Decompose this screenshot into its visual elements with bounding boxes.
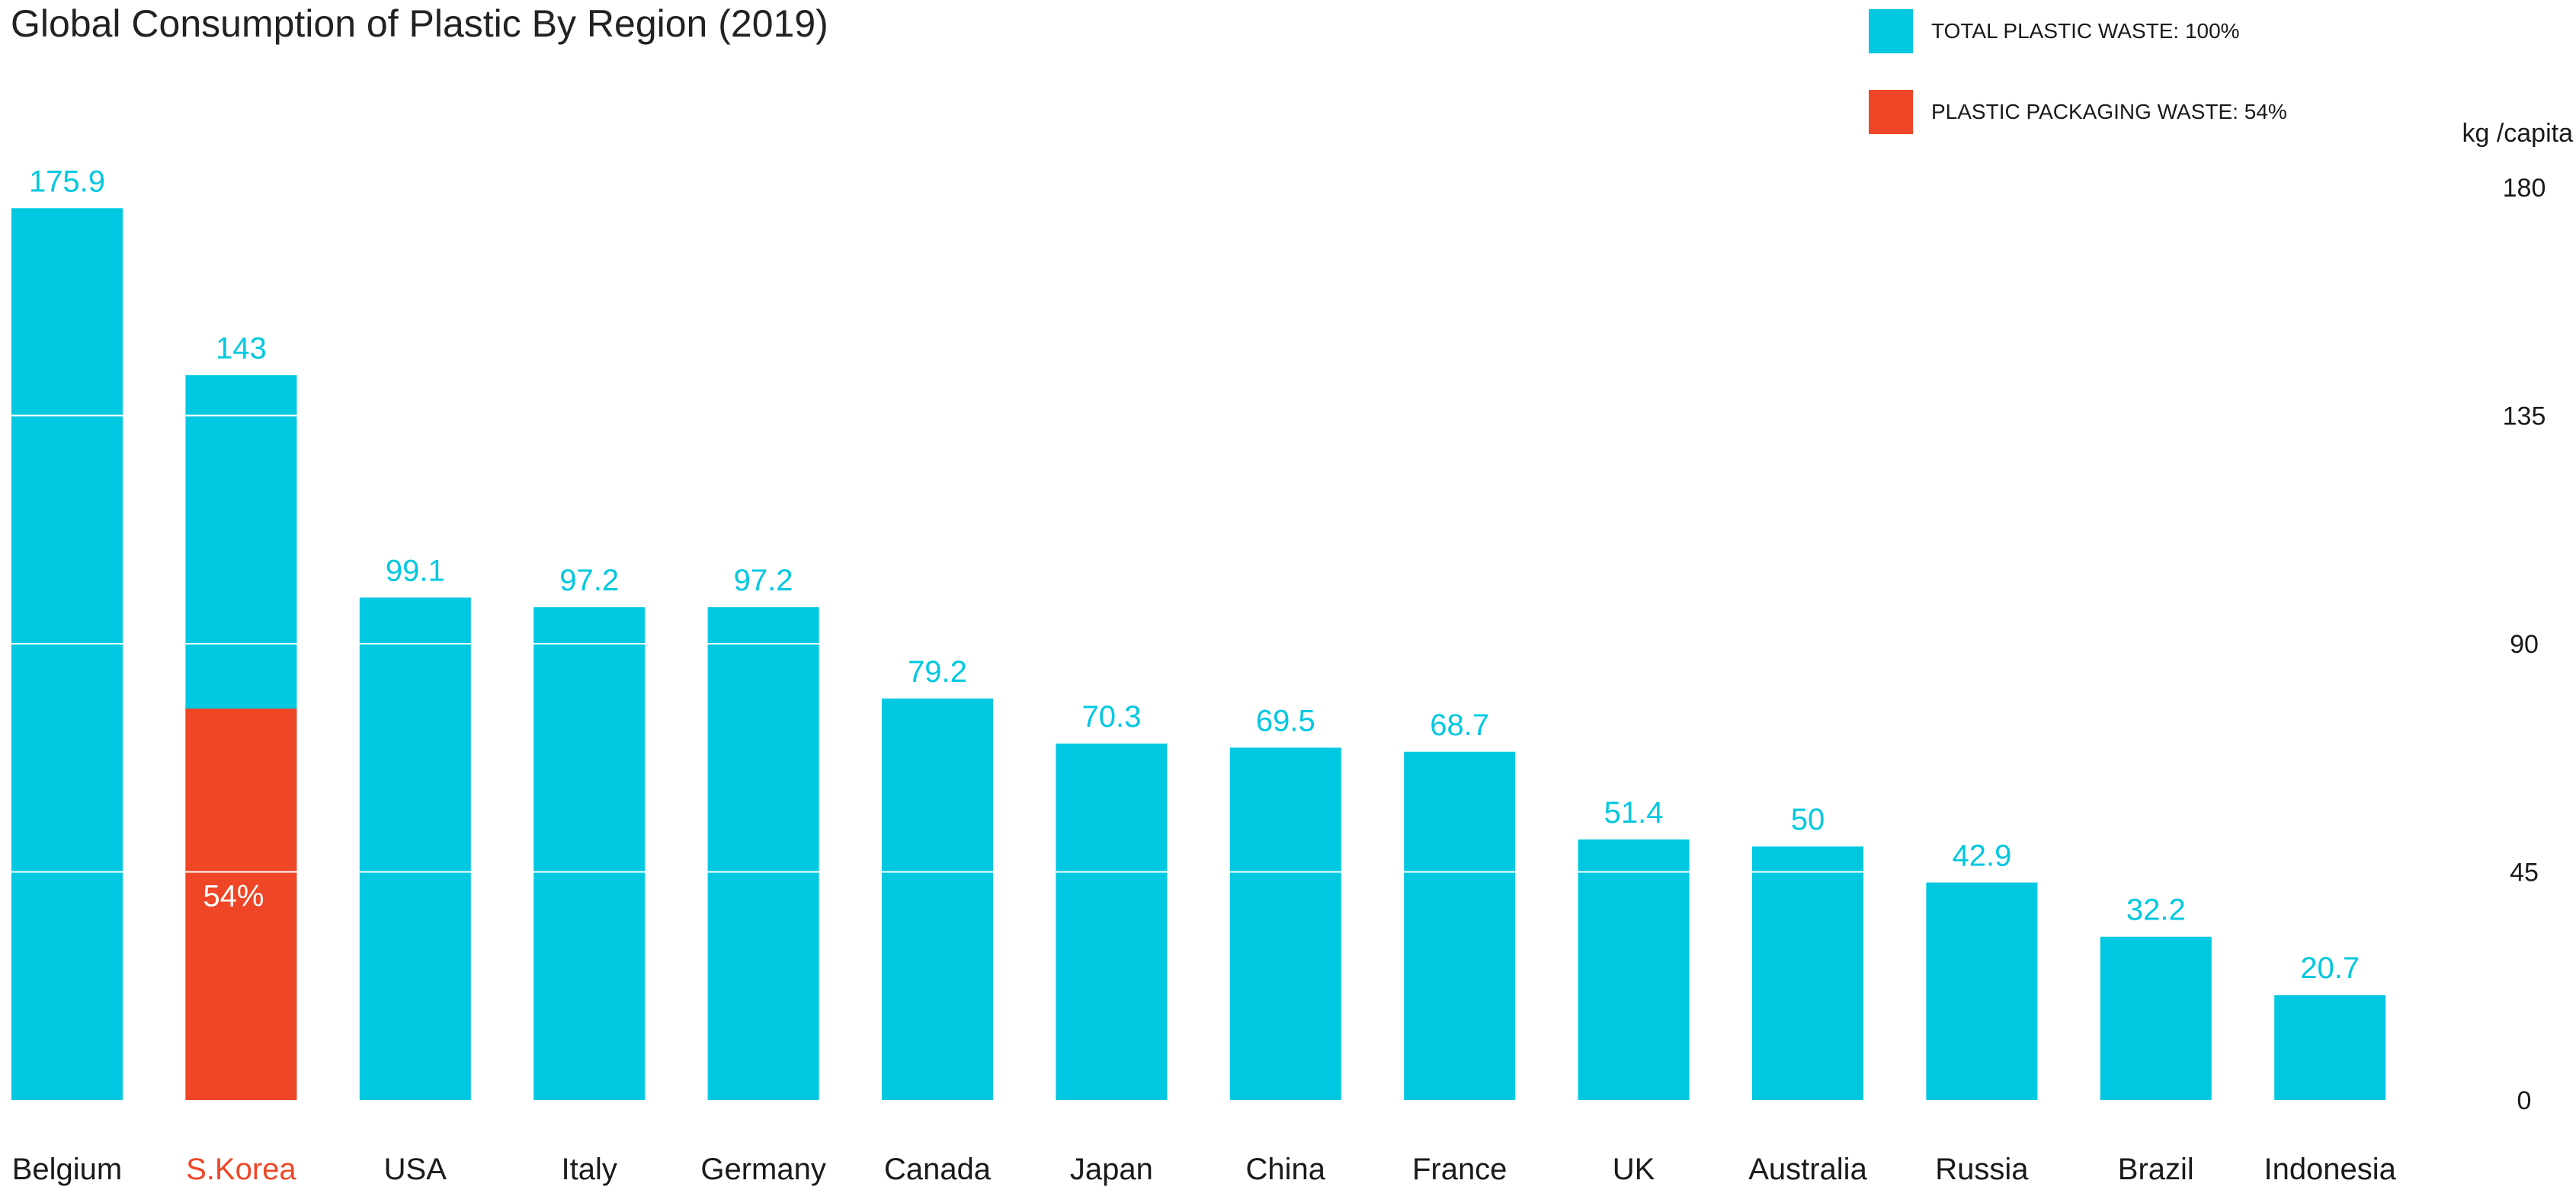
bar-total-belgium bbox=[11, 208, 123, 1100]
value-label-uk: 51.4 bbox=[1604, 796, 1664, 830]
bar-total-canada bbox=[882, 698, 993, 1100]
value-label-russia: 42.9 bbox=[1952, 839, 2011, 872]
bar-total-germany bbox=[707, 607, 819, 1100]
value-label-s-korea: 143 bbox=[216, 331, 267, 365]
y-axis-unit-label: kg /capita bbox=[2462, 119, 2573, 148]
bars bbox=[11, 208, 2386, 1100]
y-tick-label-45: 45 bbox=[2510, 859, 2539, 888]
y-axis-ticks: 0 45 90 135 180 bbox=[2503, 174, 2546, 1115]
bar-total-france bbox=[1404, 751, 1516, 1100]
legend-label-packaging: PLASTIC PACKAGING WASTE: 54% bbox=[1931, 100, 2287, 123]
bar-total-uk bbox=[1578, 839, 1690, 1100]
bar-total-russia bbox=[1926, 882, 2038, 1100]
y-tick-label-180: 180 bbox=[2503, 174, 2546, 203]
category-label-russia: Russia bbox=[1935, 1153, 2029, 1186]
value-label-brazil: 32.2 bbox=[2126, 894, 2186, 927]
value-label-australia: 50 bbox=[1791, 803, 1825, 836]
gridlines bbox=[0, 414, 2386, 873]
y-tick-label-135: 135 bbox=[2503, 402, 2546, 431]
category-label-italy: Italy bbox=[562, 1153, 617, 1186]
category-label-china: China bbox=[1246, 1153, 1326, 1186]
category-label-usa: USA bbox=[384, 1153, 447, 1186]
bar-total-italy bbox=[533, 607, 646, 1100]
category-label-japan: Japan bbox=[1070, 1153, 1153, 1186]
legend-swatch-total bbox=[1869, 9, 1913, 53]
value-label-japan: 70.3 bbox=[1081, 700, 1141, 734]
category-labels: Belgium S.Korea USA Italy Germany Canada Japan… bbox=[12, 1153, 2397, 1186]
value-label-italy: 97.2 bbox=[559, 564, 619, 597]
value-label-indonesia: 20.7 bbox=[2300, 952, 2360, 985]
bar-total-australia bbox=[1752, 846, 1863, 1100]
chart-title: Global Consumption of Plastic By Region … bbox=[11, 2, 828, 45]
category-label-canada: Canada bbox=[884, 1153, 992, 1186]
value-label-france: 68.7 bbox=[1430, 708, 1489, 742]
bar-total-brazil bbox=[2100, 936, 2212, 1100]
category-label-brazil: Brazil bbox=[2118, 1153, 2194, 1186]
category-label-uk: UK bbox=[1613, 1153, 1655, 1186]
y-tick-label-0: 0 bbox=[2517, 1086, 2532, 1115]
bar-total-indonesia bbox=[2274, 995, 2386, 1100]
category-label-s-korea: S.Korea bbox=[186, 1153, 296, 1186]
bar-total-usa bbox=[359, 597, 471, 1100]
value-label-canada: 79.2 bbox=[908, 655, 967, 689]
legend-label-total: TOTAL PLASTIC WASTE: 100% bbox=[1931, 19, 2240, 43]
bar-labels: 175.9 143 54% 99.1 97.2 97.2 79.2 70.3 69.5 68.7 5… bbox=[29, 165, 2360, 985]
bar-total-china bbox=[1229, 747, 1341, 1100]
legend-swatch-packaging bbox=[1869, 90, 1913, 134]
y-tick-label-90: 90 bbox=[2510, 630, 2539, 659]
value-label-china: 69.5 bbox=[1256, 704, 1315, 737]
category-label-indonesia: Indonesia bbox=[2264, 1153, 2396, 1186]
value-label-usa: 99.1 bbox=[386, 554, 445, 587]
inner-label-s-korea: 54% bbox=[203, 880, 264, 913]
category-label-germany: Germany bbox=[700, 1153, 826, 1186]
bar-total-japan bbox=[1056, 744, 1168, 1100]
value-label-belgium: 175.9 bbox=[29, 165, 105, 198]
bar-packaging-s-korea bbox=[185, 708, 297, 1100]
category-label-australia: Australia bbox=[1748, 1153, 1867, 1186]
category-label-belgium: Belgium bbox=[12, 1153, 123, 1186]
value-label-germany: 97.2 bbox=[734, 564, 793, 597]
legend: TOTAL PLASTIC WASTE: 100% PLASTIC PACKAG… bbox=[1869, 9, 2287, 134]
category-label-france: France bbox=[1412, 1153, 1507, 1186]
